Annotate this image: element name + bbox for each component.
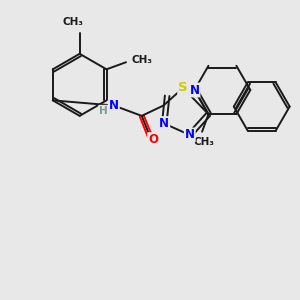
Text: O: O — [148, 133, 158, 146]
Text: S: S — [178, 81, 188, 94]
Text: CH₃: CH₃ — [194, 137, 214, 147]
Text: CH₃: CH₃ — [63, 17, 84, 27]
Text: CH₃: CH₃ — [131, 55, 152, 65]
Text: N: N — [190, 83, 200, 97]
Text: N: N — [159, 117, 169, 130]
Text: N: N — [185, 128, 195, 141]
Text: N: N — [109, 99, 119, 112]
Text: H: H — [99, 106, 108, 116]
